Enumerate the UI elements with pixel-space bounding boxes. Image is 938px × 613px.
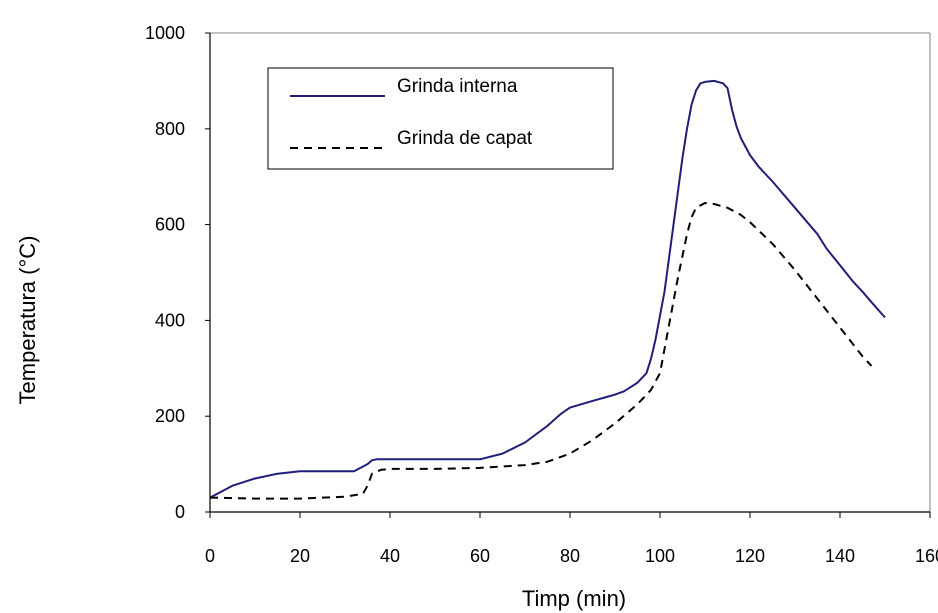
y-tick-label: 0 (175, 502, 185, 522)
y-tick-label: 600 (155, 215, 185, 235)
legend-box (267, 67, 614, 170)
x-tick-label: 20 (290, 546, 310, 566)
series-layer (209, 79, 886, 500)
y-tick-label: 400 (155, 310, 185, 330)
y-axis-title: Temperatura (°C) (15, 236, 40, 405)
legend: Grinda interna Grinda de capat (267, 67, 614, 170)
x-tick-label: 160 (915, 546, 938, 566)
y-tick-label: 800 (155, 119, 185, 139)
x-tick-label: 140 (825, 546, 855, 566)
x-tick-label: 0 (205, 546, 215, 566)
series-line-2 (209, 202, 873, 500)
y-axis-ticks: 0 200 400 600 800 1000 (145, 23, 210, 522)
y-tick-label: 200 (155, 406, 185, 426)
series-line-1 (209, 79, 886, 499)
legend-label-1: Grinda interna (397, 76, 518, 97)
x-axis-ticks: 0 20 40 60 80 100 120 140 160 (205, 512, 938, 566)
legend-label-2: Grinda de capat (397, 128, 533, 149)
x-tick-label: 40 (380, 546, 400, 566)
x-axis-title: Timp (min) (522, 586, 626, 611)
x-tick-label: 100 (645, 546, 675, 566)
x-tick-label: 80 (560, 546, 580, 566)
x-tick-label: 60 (470, 546, 490, 566)
x-tick-label: 120 (735, 546, 765, 566)
y-tick-label: 1000 (145, 23, 185, 43)
